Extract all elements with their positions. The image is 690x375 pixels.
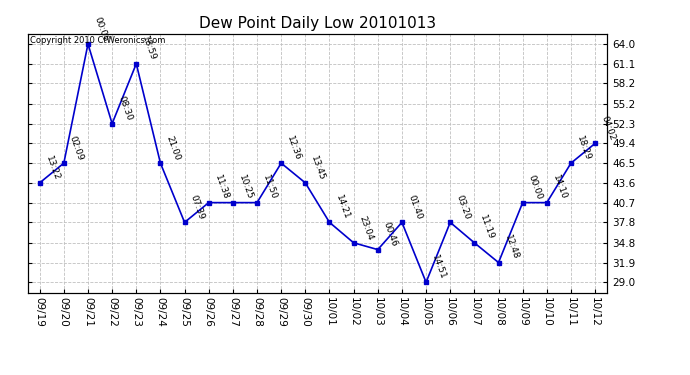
Text: 11:50: 11:50: [262, 174, 279, 201]
Text: 07:39: 07:39: [189, 194, 206, 221]
Text: 13:22: 13:22: [44, 154, 61, 182]
Text: 04:02: 04:02: [600, 115, 616, 142]
Title: Dew Point Daily Low 20101013: Dew Point Daily Low 20101013: [199, 16, 436, 31]
Text: 14:10: 14:10: [551, 174, 569, 201]
Text: 00:06: 00:06: [92, 15, 110, 43]
Text: 01:40: 01:40: [406, 194, 424, 221]
Text: 14:21: 14:21: [334, 194, 351, 221]
Text: 00:00: 00:00: [527, 174, 544, 201]
Text: 18:59: 18:59: [141, 35, 158, 62]
Text: 11:19: 11:19: [479, 214, 496, 242]
Text: 10:25: 10:25: [237, 174, 255, 201]
Text: 18:29: 18:29: [575, 135, 593, 162]
Text: 03:20: 03:20: [455, 194, 472, 221]
Text: 12:48: 12:48: [503, 234, 520, 261]
Text: 12:36: 12:36: [286, 135, 303, 162]
Text: 14:51: 14:51: [431, 254, 448, 281]
Text: 23:04: 23:04: [358, 214, 375, 242]
Text: 21:00: 21:00: [165, 135, 182, 162]
Text: 00:46: 00:46: [382, 221, 400, 248]
Text: 02:09: 02:09: [68, 135, 86, 162]
Text: 08:30: 08:30: [117, 95, 134, 122]
Text: Copyright 2010 CtWeronics.com: Copyright 2010 CtWeronics.com: [30, 36, 166, 45]
Text: 11:38: 11:38: [213, 174, 230, 201]
Text: 13:45: 13:45: [310, 154, 327, 182]
